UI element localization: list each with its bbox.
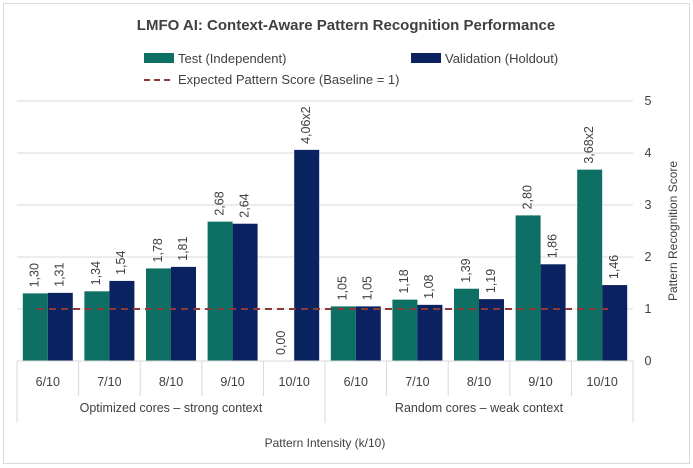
- data-labels: 1,30 1,34 1,78 2,68 0,00 1,05 1,18 1,39 2,80 3,68…: [28, 106, 621, 355]
- x-tick-label: 9/10: [220, 375, 244, 389]
- x-tick-label: 10/10: [279, 375, 310, 389]
- legend-swatch-validation: [411, 53, 441, 63]
- data-label: 1,18: [397, 269, 411, 293]
- data-label: 1,05: [361, 276, 375, 300]
- data-label: 1,34: [89, 261, 103, 285]
- legend-label-test: Test (Independent): [178, 51, 286, 66]
- bar-test: [207, 221, 233, 361]
- bar-test: [84, 291, 110, 361]
- data-label: 1,78: [151, 238, 165, 262]
- x-tick-label: 10/10: [587, 375, 618, 389]
- data-label: 1,46: [607, 255, 621, 279]
- x-axis-title: Pattern Intensity (k/10): [265, 436, 386, 450]
- y-axis-title: Pattern Recognition Score: [666, 161, 680, 301]
- y-tick-label: 5: [645, 94, 652, 108]
- bar-validation: [294, 149, 320, 361]
- y-axis: 0 1 2 3 4 5: [645, 94, 652, 368]
- data-label: 1,54: [114, 251, 128, 275]
- y-tick-label: 3: [645, 198, 652, 212]
- legend-label-baseline: Expected Pattern Score (Baseline = 1): [178, 72, 399, 87]
- bar-validation: [602, 285, 628, 361]
- data-label: 1,05: [336, 276, 350, 300]
- data-label: 1,31: [53, 263, 67, 287]
- data-label: 2,80: [520, 185, 534, 209]
- x-axis: 6/10 7/10 8/10 9/10 10/10 6/10 7/10 8/10 9/10 10/…: [16, 360, 634, 423]
- data-label: 1,81: [176, 237, 190, 261]
- x-tick-label: 8/10: [159, 375, 183, 389]
- data-label: 3,68x2: [582, 126, 596, 164]
- data-label: 4,06x2: [299, 106, 313, 144]
- group-label: Optimized cores – strong context: [80, 401, 263, 415]
- chart-border: [3, 3, 690, 464]
- data-label: 0,00: [274, 331, 288, 355]
- x-tick-label: 7/10: [405, 375, 429, 389]
- x-tick-label: 8/10: [467, 375, 491, 389]
- bar-validation: [232, 223, 258, 361]
- bar-test: [22, 293, 48, 361]
- bar-test: [330, 306, 356, 361]
- bar-validation: [109, 280, 135, 361]
- data-label: 1,08: [422, 274, 436, 298]
- legend-swatch-test: [144, 53, 174, 63]
- bar-validation: [355, 306, 381, 361]
- bar-test: [146, 268, 171, 361]
- chart-title: LMFO AI: Context-Aware Pattern Recogniti…: [137, 17, 555, 34]
- bar-test: [454, 288, 479, 361]
- legend: Test (Independent) Validation (Holdout) …: [144, 51, 558, 87]
- data-label: 1,19: [484, 269, 498, 293]
- bars: [22, 149, 628, 361]
- x-tick-label: 9/10: [528, 375, 552, 389]
- y-tick-label: 0: [645, 354, 652, 368]
- data-label: 2,68: [212, 191, 226, 215]
- x-tick-label: 6/10: [344, 375, 368, 389]
- bar-validation: [417, 304, 443, 361]
- bar-validation: [171, 266, 196, 361]
- data-label: 1,86: [545, 234, 559, 258]
- x-tick-label: 6/10: [36, 375, 60, 389]
- bar-validation: [540, 264, 566, 361]
- y-tick-label: 2: [645, 250, 652, 264]
- bar-test: [577, 169, 603, 361]
- y-tick-label: 1: [645, 302, 652, 316]
- data-label: 1,30: [28, 263, 42, 287]
- legend-label-validation: Validation (Holdout): [445, 51, 558, 66]
- bar-validation: [47, 292, 73, 361]
- group-label: Random cores – weak context: [395, 401, 564, 415]
- data-label: 1,39: [459, 258, 473, 282]
- data-label: 2,64: [237, 193, 251, 217]
- x-tick-label: 7/10: [97, 375, 121, 389]
- bar-test: [515, 215, 541, 361]
- y-tick-label: 4: [645, 146, 652, 160]
